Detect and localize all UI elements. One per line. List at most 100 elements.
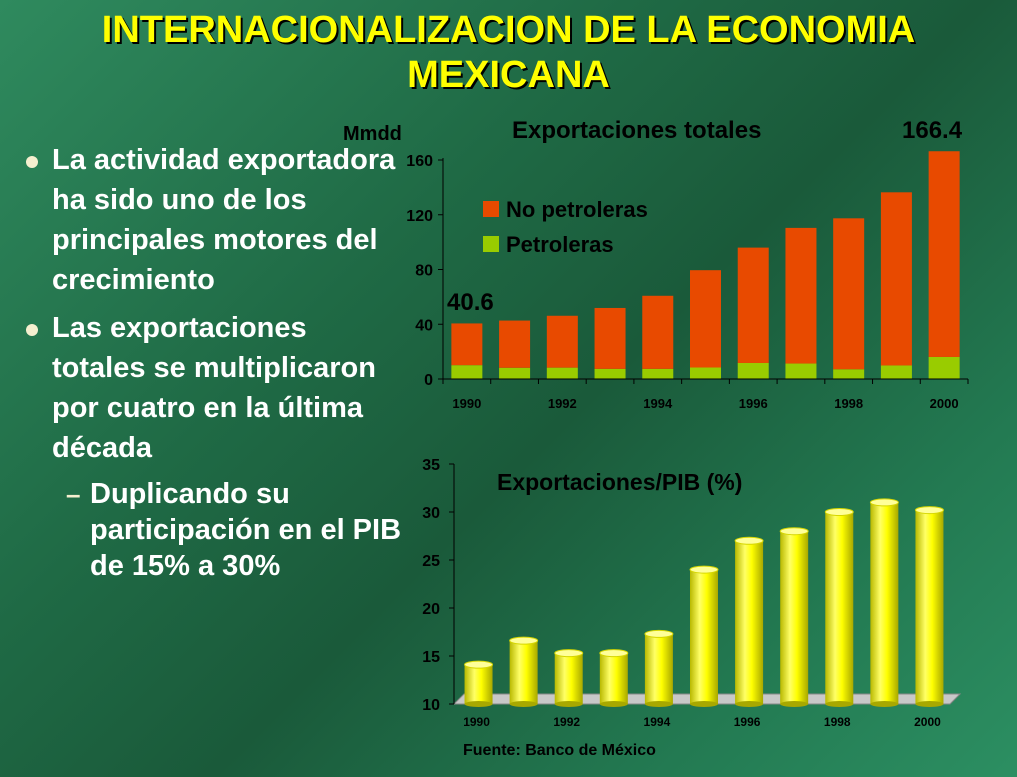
chart1-xtick-label: 1990 — [452, 396, 481, 411]
bar-petroleras-1998 — [833, 369, 865, 379]
bar-body — [509, 640, 538, 704]
bullet-text-2: Las exportaciones totales se multiplicar… — [52, 312, 376, 464]
chart2-ytick-label: 25 — [422, 553, 440, 570]
bullet-item-1: La actividad exportadora ha sido uno de … — [24, 140, 404, 300]
source-note: Fuente: Banco de México — [463, 742, 656, 759]
bar-base — [644, 701, 673, 707]
chart1-ytick-label: 120 — [406, 208, 433, 225]
chart1-xtick-label: 2000 — [930, 396, 959, 411]
dash-icon: – — [66, 479, 81, 509]
bullet-item-2: Las exportaciones totales se multiplicar… — [24, 308, 404, 468]
chart1-xtick-label: 1998 — [834, 396, 863, 411]
bar-no-petroleras-2000 — [928, 151, 960, 357]
bar-petroleras-1994 — [642, 368, 674, 379]
bar-pib-1990 — [464, 660, 494, 707]
bar-petroleras-1997 — [785, 363, 817, 379]
bar-body — [464, 664, 493, 704]
bar-petroleras-1991 — [499, 367, 531, 379]
bar-no-petroleras-1997 — [785, 227, 817, 364]
chart1-ylabel: Mmdd — [343, 123, 402, 145]
bar-top — [464, 660, 494, 669]
bar-body — [554, 653, 583, 704]
chart1-label-first: 40.6 — [447, 289, 494, 316]
bar-petroleras-1990 — [451, 365, 483, 379]
bar-pib-1994 — [644, 629, 674, 707]
bar-top — [554, 649, 584, 658]
chart2-xtick-label: 1996 — [734, 715, 761, 729]
bar-body — [915, 510, 944, 704]
bar-pib-1995 — [689, 565, 719, 707]
bar-petroleras-1996 — [737, 362, 769, 379]
legend-swatch-petroleras — [483, 236, 499, 252]
bar-pib-1993 — [599, 649, 629, 707]
chart1-title: Exportaciones totales — [512, 117, 761, 144]
bar-top — [824, 508, 854, 516]
bar-base — [735, 701, 764, 707]
bar-base — [825, 701, 854, 707]
bar-top — [509, 636, 539, 645]
bar-petroleras-1999 — [880, 365, 912, 379]
bar-pib-1996 — [734, 536, 764, 707]
bar-body — [870, 502, 899, 704]
bar-top — [869, 498, 899, 507]
bar-body — [644, 633, 673, 704]
bar-pib-1998 — [824, 508, 854, 707]
bar-pib-1992 — [554, 649, 584, 707]
bar-body — [599, 653, 628, 704]
chart2-xtick-label: 1990 — [463, 715, 490, 729]
bar-base — [509, 701, 538, 707]
bullet-dot-icon — [26, 156, 38, 168]
bar-no-petroleras-1998 — [833, 218, 865, 370]
bar-base — [780, 701, 809, 707]
bar-body — [735, 540, 764, 704]
bar-no-petroleras-1990 — [451, 323, 483, 366]
chart1-label-last: 166.4 — [902, 117, 963, 144]
bar-petroleras-1992 — [546, 367, 578, 379]
bar-petroleras-1993 — [594, 368, 626, 379]
chart2-xtick-label: 2000 — [914, 715, 941, 729]
chart2-title: Exportaciones/PIB (%) — [497, 469, 742, 495]
chart1-ytick-label: 40 — [415, 317, 433, 334]
bar-base — [464, 701, 493, 707]
bar-body — [825, 512, 854, 704]
chart2-xtick-label: 1994 — [644, 715, 671, 729]
chart2-ytick-label: 10 — [422, 697, 440, 714]
sub-bullet-text: Duplicando su participación en el PIB de… — [90, 478, 402, 582]
bar-petroleras-1995 — [690, 367, 721, 379]
bar-pib-1997 — [779, 527, 809, 707]
bar-base — [554, 701, 583, 707]
bar-top — [644, 629, 674, 638]
chart1-ytick-label: 0 — [424, 372, 433, 389]
bar-top — [734, 536, 764, 545]
chart2-xtick-label: 1992 — [553, 715, 580, 729]
bullet-list: La actividad exportadora ha sido uno de … — [24, 140, 404, 584]
bullet-text-1: La actividad exportadora ha sido uno de … — [52, 144, 396, 296]
legend-label-no-petroleras: No petroleras — [506, 197, 648, 222]
chart1-ytick-label: 160 — [406, 153, 433, 170]
bar-base — [599, 701, 628, 707]
bullet-dot-icon — [26, 324, 38, 336]
chart2-xtick-label: 1998 — [824, 715, 851, 729]
sub-bullet-item: – Duplicando su participación en el PIB … — [24, 476, 404, 584]
chart1-xtick-label: 1996 — [739, 396, 768, 411]
bar-no-petroleras-1995 — [690, 270, 721, 368]
bar-no-petroleras-1994 — [642, 295, 674, 369]
bar-no-petroleras-1996 — [737, 247, 769, 363]
legend-swatch-no-petroleras — [483, 201, 499, 217]
bar-body — [780, 531, 809, 704]
chart1-xtick-label: 1994 — [643, 396, 673, 411]
bar-base — [870, 701, 899, 707]
chart2-ytick-label: 35 — [422, 457, 440, 474]
bar-top — [914, 506, 944, 515]
page-title: INTERNACIONALIZACION DE LA ECONOMIA MEXI… — [101, 9, 916, 96]
bar-pib-1991 — [509, 636, 539, 707]
chart1-legend: No petroleras Petroleras — [483, 197, 648, 257]
bar-no-petroleras-1991 — [499, 320, 531, 368]
bar-no-petroleras-1992 — [546, 315, 578, 368]
bar-pib-2000 — [914, 506, 944, 707]
bar-top — [599, 649, 629, 658]
chart2-ytick-label: 20 — [422, 601, 440, 618]
chart2-ytick-label: 15 — [422, 649, 440, 666]
bar-base — [915, 701, 944, 707]
